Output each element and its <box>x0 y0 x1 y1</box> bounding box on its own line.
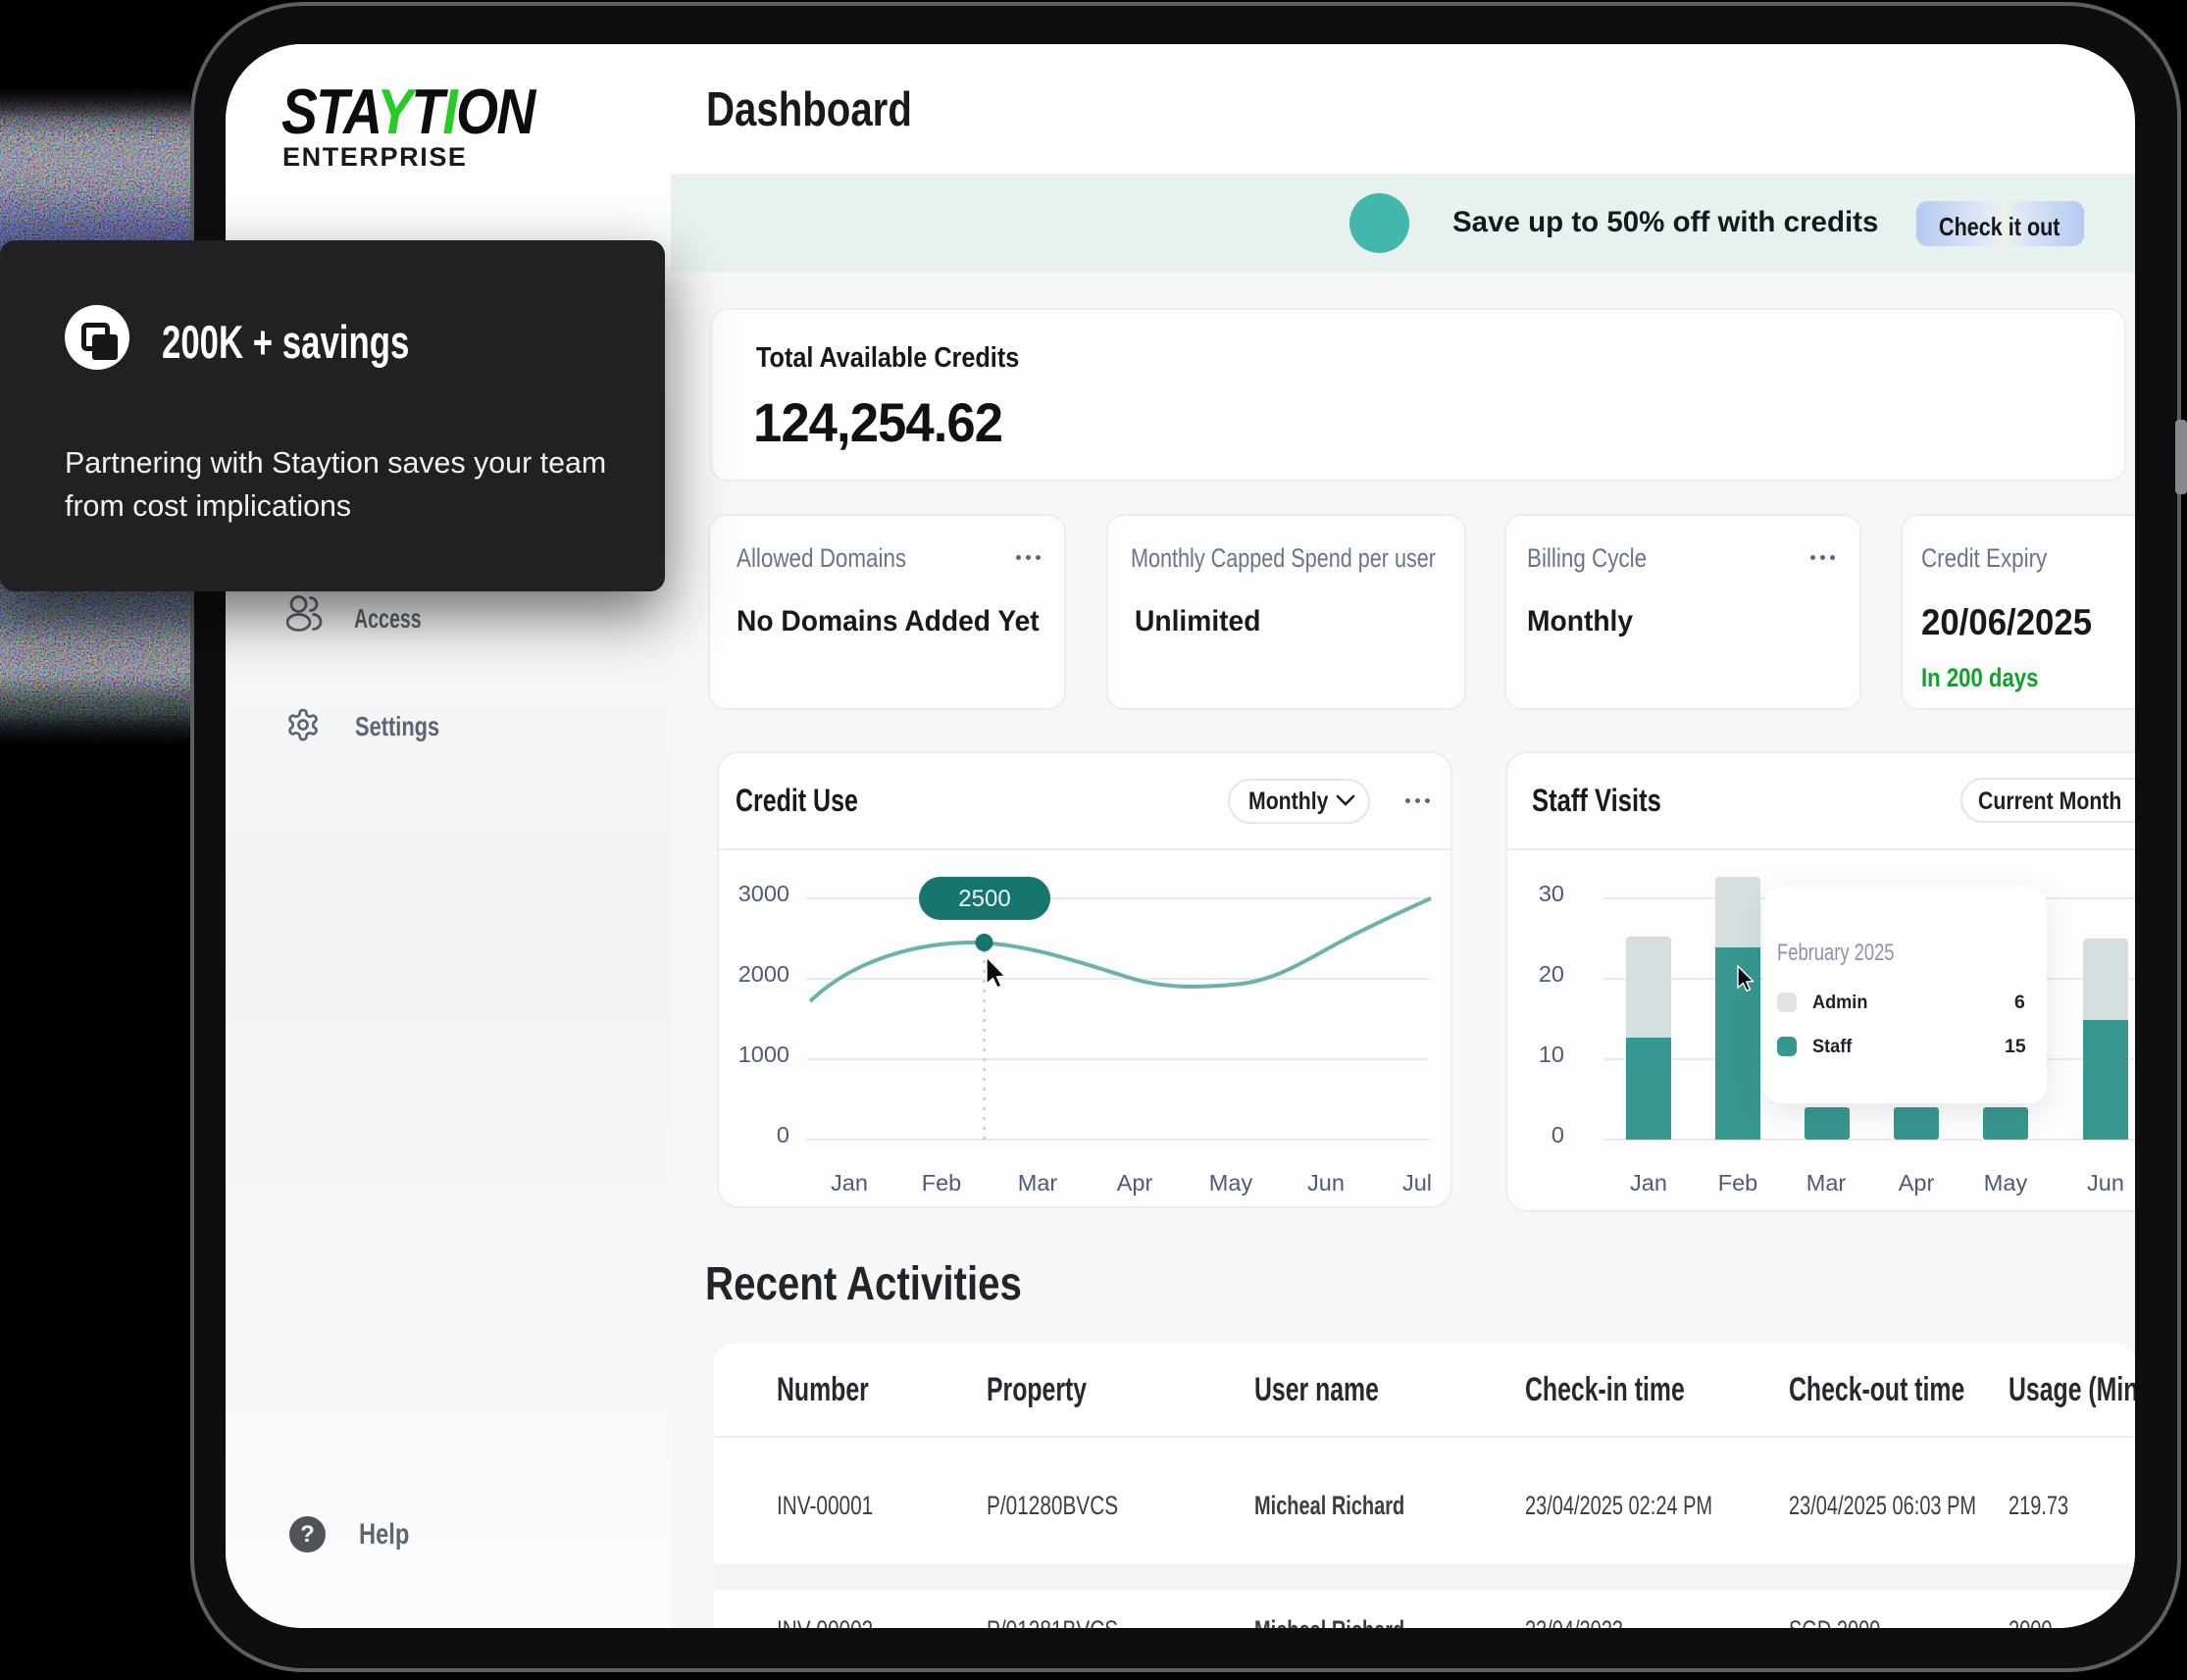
svg-text:Mar: Mar <box>1018 1170 1058 1196</box>
svg-text:10: 10 <box>1539 1042 1564 1067</box>
svg-text:Jan: Jan <box>1630 1170 1667 1196</box>
svg-text:2000: 2000 <box>738 961 789 987</box>
svg-text:Feb: Feb <box>922 1170 962 1196</box>
svg-text:Jun: Jun <box>1307 1170 1345 1196</box>
svg-text:2500: 2500 <box>958 886 1010 912</box>
svg-text:May: May <box>1209 1170 1253 1196</box>
svg-text:0: 0 <box>1551 1122 1564 1147</box>
svg-text:Jul: Jul <box>1402 1170 1432 1196</box>
svg-text:Feb: Feb <box>1718 1170 1758 1196</box>
svg-text:20: 20 <box>1539 961 1564 987</box>
svg-text:May: May <box>1984 1170 2028 1196</box>
svg-text:Jun: Jun <box>2087 1170 2124 1196</box>
svg-text:Apr: Apr <box>1899 1170 1935 1196</box>
svg-text:0: 0 <box>777 1122 789 1147</box>
svg-text:30: 30 <box>1539 881 1564 906</box>
svg-text:Mar: Mar <box>1806 1170 1847 1196</box>
svg-text:Apr: Apr <box>1117 1170 1153 1196</box>
svg-text:3000: 3000 <box>738 881 789 906</box>
svg-text:Jan: Jan <box>831 1170 868 1196</box>
svg-text:1000: 1000 <box>738 1042 789 1067</box>
